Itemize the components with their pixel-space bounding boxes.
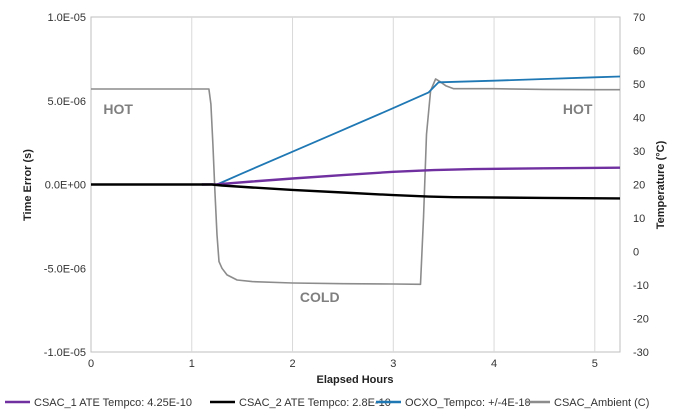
x-tick-label: 3 bbox=[390, 358, 396, 370]
y-left-tick-label: 0.0E+00 bbox=[45, 180, 86, 192]
legend: CSAC_1 ATE Tempco: 4.25E-10 CSAC_2 ATE Te… bbox=[5, 397, 649, 409]
y-right-tick-label: 40 bbox=[633, 113, 645, 125]
series-line bbox=[91, 183, 621, 200]
y-right-tick-label: 70 bbox=[633, 12, 645, 24]
legend-label: CSAC_2 ATE Tempco: 2.8E-10 bbox=[239, 397, 391, 409]
x-tick-label: 0 bbox=[88, 358, 94, 370]
y-right-tick-label: 30 bbox=[633, 146, 645, 158]
annotation-label: HOT bbox=[103, 101, 133, 117]
series-group bbox=[91, 75, 621, 286]
annotation-label: HOT bbox=[563, 101, 593, 117]
y-right-tick-label: -10 bbox=[633, 280, 649, 292]
annotation-label: COLD bbox=[300, 289, 340, 305]
y-right-tick-label: -20 bbox=[633, 314, 649, 326]
x-tick-label: 4 bbox=[491, 358, 497, 370]
y-left-tick-label: 1.0E-05 bbox=[47, 12, 86, 24]
series-line bbox=[201, 166, 621, 186]
series-line bbox=[91, 75, 621, 186]
annotations: HOT COLD HOT bbox=[103, 101, 592, 305]
y-left-tick-label: -5.0E-06 bbox=[44, 263, 86, 275]
x-axis-title: Elapsed Hours bbox=[316, 374, 393, 386]
y-right-tick-label: 0 bbox=[633, 247, 639, 259]
y-right-tick-label: -30 bbox=[633, 347, 649, 359]
x-tick-label: 1 bbox=[189, 358, 195, 370]
x-tick-label: 5 bbox=[592, 358, 598, 370]
tick-labels: 0 1 2 3 4 5 -1.0E-05 -5.0E-06 0.0E+00 5.0E-06 1.0E… bbox=[44, 12, 649, 370]
y-right-tick-label: 20 bbox=[633, 180, 645, 192]
y-right-tick-label: 60 bbox=[633, 46, 645, 58]
y-axis-right-title: Temperature (°C) bbox=[655, 140, 667, 229]
y-left-tick-label: -1.0E-05 bbox=[44, 347, 86, 359]
legend-label: CSAC_Ambient (C) bbox=[554, 397, 649, 409]
y-left-tick-label: 5.0E-06 bbox=[47, 96, 86, 108]
legend-label: OCXO_Tempco: +/-4E-10 bbox=[405, 397, 531, 409]
grid bbox=[191, 17, 596, 352]
x-tick-label: 2 bbox=[289, 358, 295, 370]
y-right-tick-label: 10 bbox=[633, 213, 645, 225]
legend-label: CSAC_1 ATE Tempco: 4.25E-10 bbox=[34, 397, 192, 409]
y-right-tick-label: 50 bbox=[633, 79, 645, 91]
y-axis-left-title: Time Error (s) bbox=[22, 149, 34, 221]
series-line bbox=[91, 78, 620, 286]
